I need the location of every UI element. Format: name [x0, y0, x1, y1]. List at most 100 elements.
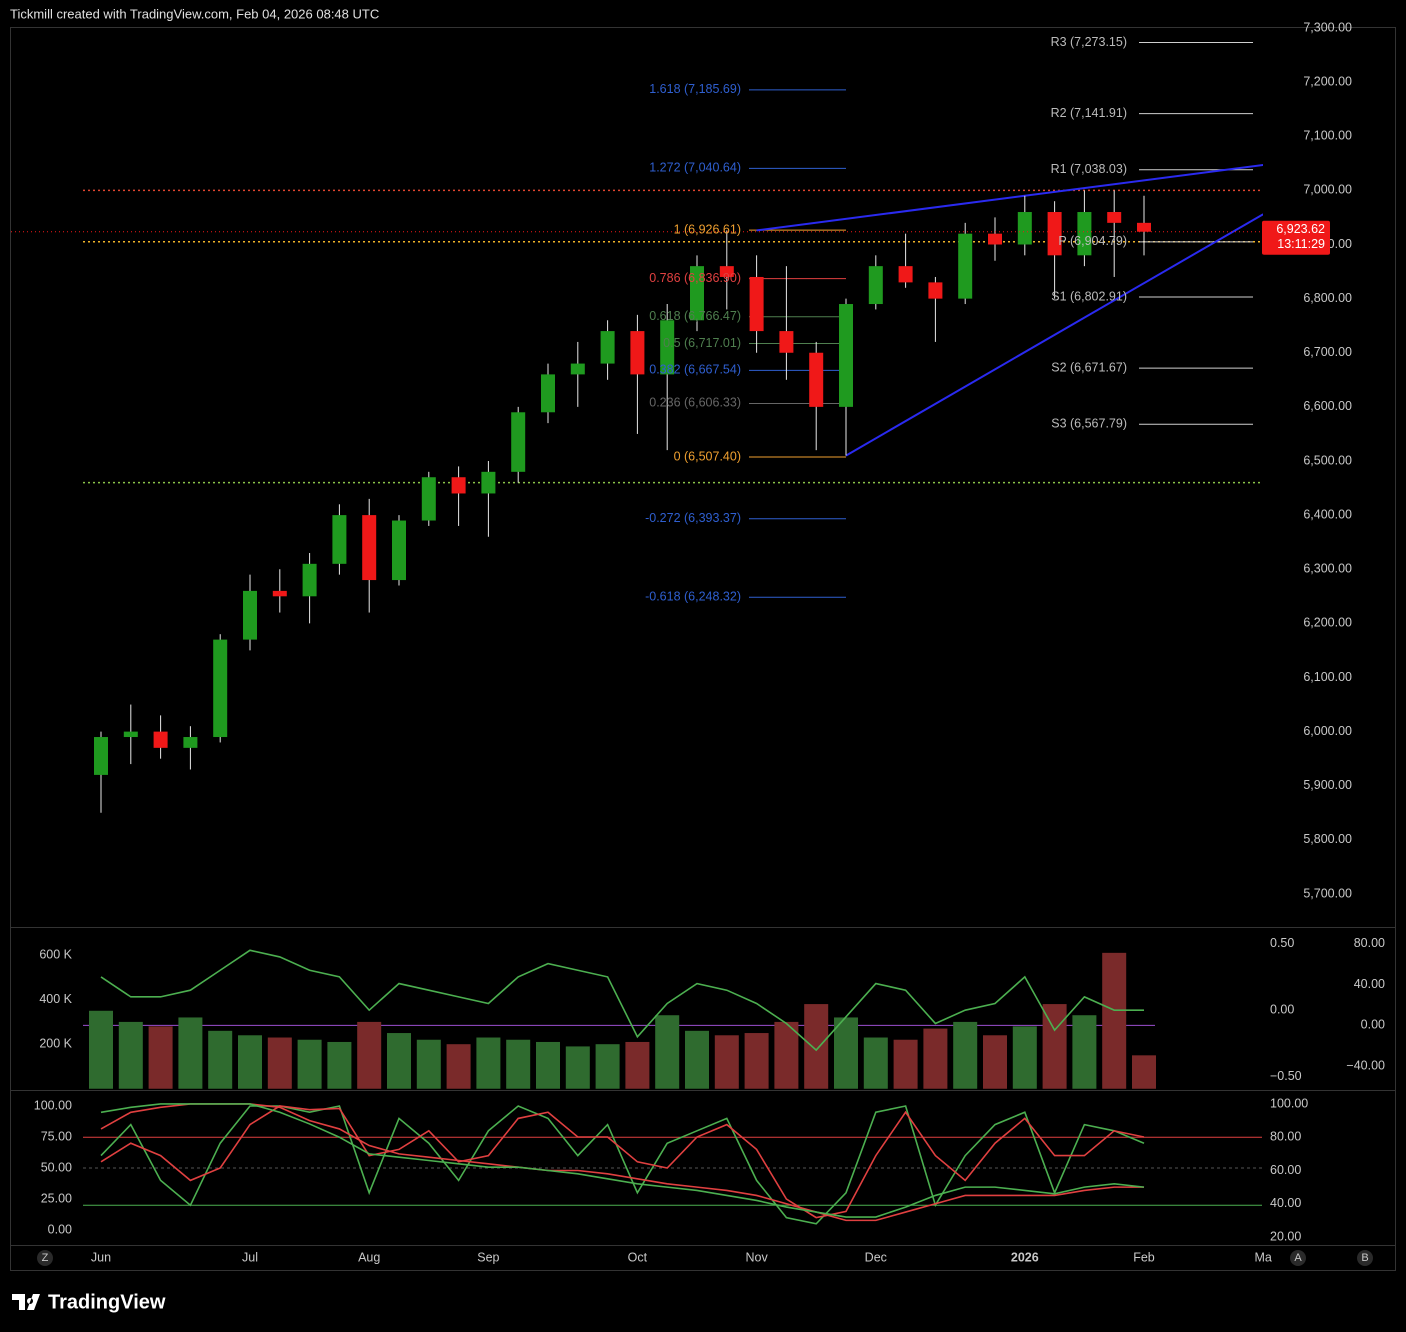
y2-tick-label: 40.00 [1270, 1196, 1301, 1210]
candle-body [511, 412, 526, 472]
volume-bar [863, 1037, 888, 1089]
volume-bar [774, 1021, 799, 1089]
candle-body [958, 233, 973, 299]
volume-bar [1012, 1026, 1037, 1089]
volume-bar [565, 1046, 590, 1089]
candle-body [779, 331, 794, 353]
y-tick-label: 7,000.00 [1303, 183, 1352, 197]
x-tick-label: Sep [477, 1250, 499, 1264]
y3-tick-label: 0.00 [1361, 1018, 1385, 1032]
candle-body [1107, 212, 1122, 223]
y-tick-label: 6,700.00 [1303, 345, 1352, 359]
volume-bar [357, 1021, 382, 1089]
candle-body [392, 520, 406, 581]
y-tick-label: 5,900.00 [1303, 778, 1352, 792]
trend-line [845, 213, 1263, 457]
volume-bar [208, 1030, 233, 1089]
candle-body [153, 731, 168, 748]
candle-body [809, 352, 824, 407]
button[interactable] [1290, 1250, 1306, 1266]
button-label[interactable]: A [1294, 1252, 1302, 1264]
y3-tick-label: 40.00 [1354, 977, 1385, 991]
price-pane [11, 42, 1263, 813]
fib-label: 0.786 (6,836.90) [649, 271, 741, 285]
x-tick-label: Oct [628, 1250, 648, 1264]
volume-bar [267, 1037, 292, 1089]
fib-label: 0.618 (6,766.47) [649, 309, 741, 323]
fib-label: 0.5 (6,717.01) [663, 336, 741, 350]
fib-label: 1.618 (7,185.69) [649, 82, 741, 96]
candle-body [1017, 212, 1032, 245]
x-tick-label: Aug [358, 1250, 380, 1264]
countdown: 13:11:29 [1277, 237, 1325, 251]
y-tick-label: 6,800.00 [1303, 291, 1352, 305]
pivot-label: S2 (6,671.67) [1051, 360, 1127, 374]
fib-label: 0.236 (6,606.33) [649, 396, 741, 410]
pivot-label: R3 (7,273.15) [1051, 35, 1127, 49]
volume-bar [238, 1035, 262, 1089]
volume-bar [297, 1039, 322, 1089]
button-label[interactable]: B [1361, 1252, 1368, 1264]
trend-line [756, 163, 1263, 232]
volume-bar [983, 1035, 1007, 1089]
candle-body [749, 276, 764, 332]
y-tick-label: 6,000.00 [1303, 724, 1352, 738]
y2-tick-label: 20.00 [1270, 1229, 1301, 1243]
y-tick-label: 7,100.00 [1303, 129, 1352, 143]
y2-tick-label: 80.00 [1270, 1130, 1301, 1144]
button[interactable] [37, 1250, 53, 1266]
candle-body [213, 639, 228, 738]
volume-bar [655, 1015, 680, 1089]
candle-body [302, 563, 317, 597]
volume-bar [1132, 1055, 1156, 1089]
y2-tick-label: 100.00 [1270, 1096, 1308, 1110]
volume-bar [506, 1039, 531, 1089]
y-tick-label: 5,700.00 [1303, 886, 1352, 900]
button-label[interactable]: Z [42, 1252, 49, 1264]
pivot-label: R1 (7,038.03) [1051, 162, 1127, 176]
volume-bar [476, 1037, 501, 1089]
volume-pane [83, 949, 1156, 1089]
pivot-label: P (6,904.79) [1058, 234, 1127, 248]
stoch-pane [83, 1103, 1262, 1225]
pivot-label: S3 (6,567.79) [1051, 417, 1127, 431]
y-tick-label: 0.00 [48, 1222, 72, 1236]
pivot-label: R2 (7,141.91) [1051, 106, 1127, 120]
candle-body [988, 233, 1002, 245]
y3-tick-label: 80.00 [1354, 936, 1385, 950]
x-tick-label: 2026 [1011, 1250, 1039, 1264]
candle-body [481, 471, 496, 494]
fib-label: -0.272 (6,393.37) [645, 511, 741, 525]
candle-body [272, 590, 287, 597]
last-price-label: 6,923.62 [1276, 222, 1325, 236]
x-tick-label: Jun [91, 1250, 111, 1264]
fib-label: 1.272 (7,040.64) [649, 161, 741, 175]
candle-body [243, 590, 257, 640]
candle-body [541, 374, 555, 413]
button[interactable] [1357, 1250, 1373, 1266]
x-tick-label: Ma [1255, 1250, 1272, 1264]
volume-bar [416, 1039, 441, 1089]
candle-body [570, 363, 585, 375]
candle-body [660, 320, 675, 375]
volume-bar [327, 1041, 352, 1089]
indicator-line [100, 1103, 1144, 1222]
volume-bar [1042, 1004, 1067, 1089]
candle-body [421, 477, 436, 521]
brand: TradingView [48, 1291, 166, 1313]
volume-bar [893, 1039, 918, 1089]
volume-bar [178, 1017, 203, 1089]
x-tick-label: Nov [745, 1250, 768, 1264]
indicator-line [100, 949, 1144, 1052]
volume-bar [625, 1041, 650, 1089]
y-tick-label: 5,800.00 [1303, 832, 1352, 846]
y-tick-label: 7,200.00 [1303, 74, 1352, 88]
y-tick-label: 6,300.00 [1303, 562, 1352, 576]
candle-body [839, 304, 853, 407]
candle-body [1077, 212, 1092, 256]
y3-tick-label: −40.00 [1346, 1058, 1385, 1072]
volume-bar [387, 1033, 411, 1089]
volume-bar [685, 1030, 709, 1089]
